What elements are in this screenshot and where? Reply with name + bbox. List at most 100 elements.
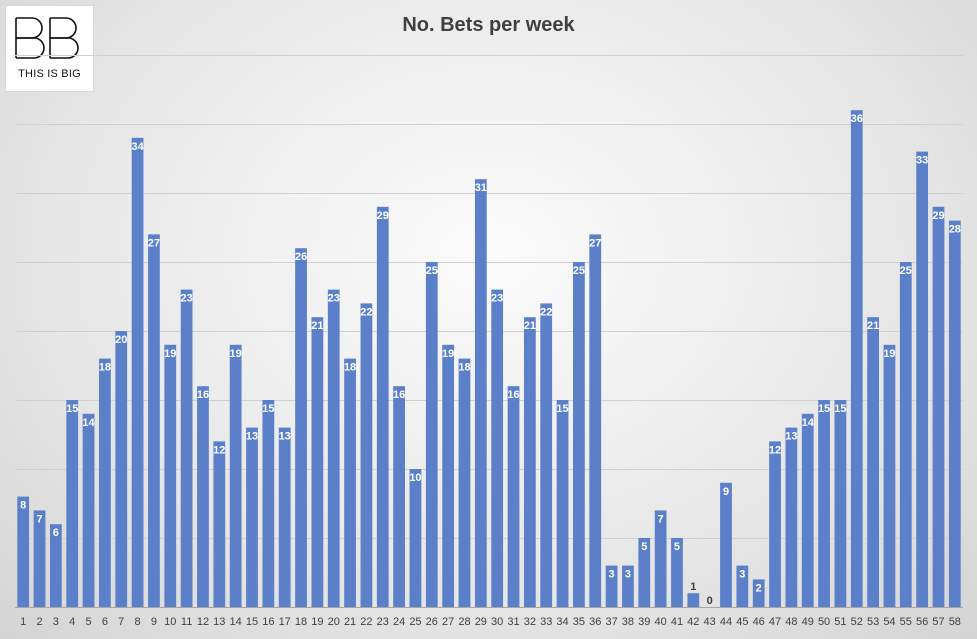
bar [66, 400, 79, 607]
bar [769, 441, 781, 607]
bar [393, 386, 405, 607]
x-tick-label: 13 [213, 616, 225, 628]
bar [605, 565, 618, 607]
bar [180, 289, 193, 607]
x-tick-label: 1 [20, 616, 26, 628]
x-tick-label: 17 [279, 616, 291, 628]
data-label: 13 [785, 431, 797, 443]
bar [295, 248, 307, 607]
x-tick-label: 53 [867, 616, 879, 628]
bar [556, 400, 569, 607]
data-label: 1 [690, 581, 696, 593]
data-label: 18 [344, 362, 356, 374]
x-tick-label: 12 [197, 616, 209, 628]
data-label: 15 [556, 403, 568, 415]
x-tick-label: 43 [704, 616, 716, 628]
bar [409, 469, 422, 607]
data-label: 3 [609, 569, 615, 581]
bar [99, 358, 111, 607]
data-label: 16 [197, 389, 209, 401]
bar [115, 331, 128, 607]
x-tick-label: 38 [622, 616, 634, 628]
x-tick-label: 42 [687, 616, 699, 628]
bar [344, 358, 356, 607]
x-tick-label: 7 [118, 616, 124, 628]
x-tick-label: 48 [785, 616, 797, 628]
x-tick-label: 39 [638, 616, 650, 628]
bar [311, 317, 324, 607]
data-label: 6 [53, 527, 59, 539]
data-label: 19 [164, 348, 176, 360]
x-tick-label: 6 [102, 616, 108, 628]
bar [33, 510, 46, 607]
x-tick-label: 45 [736, 616, 748, 628]
bar [442, 344, 455, 607]
data-label: 22 [540, 306, 552, 318]
data-label: 15 [262, 403, 274, 415]
data-label: 5 [674, 541, 680, 553]
x-tick-label: 20 [328, 616, 340, 628]
data-label: 23 [491, 293, 503, 305]
x-tick-label: 50 [818, 616, 830, 628]
bar [654, 510, 667, 607]
x-tick-label: 54 [883, 616, 895, 628]
bar [262, 400, 275, 607]
bar [573, 262, 585, 607]
bar [458, 358, 471, 607]
x-tick-label: 16 [262, 616, 274, 628]
data-label: 16 [507, 389, 519, 401]
data-label: 13 [279, 431, 291, 443]
data-label: 16 [393, 389, 405, 401]
bar [491, 289, 504, 607]
x-tick-label: 26 [426, 616, 438, 628]
x-tick-label: 25 [409, 616, 421, 628]
data-label: 12 [769, 444, 781, 456]
data-label: 21 [867, 320, 879, 332]
data-label: 28 [949, 224, 961, 236]
data-label: 12 [213, 444, 225, 456]
bar [752, 579, 765, 607]
bar [213, 441, 226, 607]
bar [638, 538, 651, 607]
data-label: 15 [818, 403, 830, 415]
bar [883, 344, 896, 607]
data-label: 26 [295, 251, 307, 263]
bar [164, 344, 177, 607]
x-tick-label: 9 [151, 616, 157, 628]
bar [671, 538, 683, 607]
x-tick-label: 44 [720, 616, 732, 628]
bar [197, 386, 209, 607]
data-label: 29 [932, 210, 944, 222]
x-tick-label: 22 [360, 616, 372, 628]
x-tick-label: 4 [69, 616, 75, 628]
bar [916, 151, 929, 607]
bar [834, 400, 847, 607]
x-tick-label: 28 [458, 616, 470, 628]
bar [327, 289, 340, 607]
data-label: 14 [82, 417, 95, 429]
data-label: 9 [723, 486, 729, 498]
data-label: 13 [246, 431, 258, 443]
data-label: 0 [707, 595, 713, 607]
bar [82, 413, 95, 607]
x-tick-label: 18 [295, 616, 307, 628]
bar [589, 234, 602, 607]
data-label: 19 [230, 348, 242, 360]
bar [801, 413, 814, 607]
bar [622, 565, 634, 607]
x-tick-label: 23 [377, 616, 389, 628]
bar [948, 220, 961, 607]
data-label: 25 [426, 265, 438, 277]
bar [376, 206, 389, 608]
data-label: 14 [802, 417, 815, 429]
bar [785, 427, 798, 607]
x-tick-label: 51 [834, 616, 846, 628]
bar [17, 496, 30, 607]
data-label: 34 [131, 141, 144, 153]
x-tick-label: 37 [605, 616, 617, 628]
x-tick-label: 49 [802, 616, 814, 628]
data-label: 18 [99, 362, 111, 374]
x-tick-label: 32 [524, 616, 536, 628]
x-tick-label: 5 [85, 616, 91, 628]
x-tick-label: 33 [540, 616, 552, 628]
